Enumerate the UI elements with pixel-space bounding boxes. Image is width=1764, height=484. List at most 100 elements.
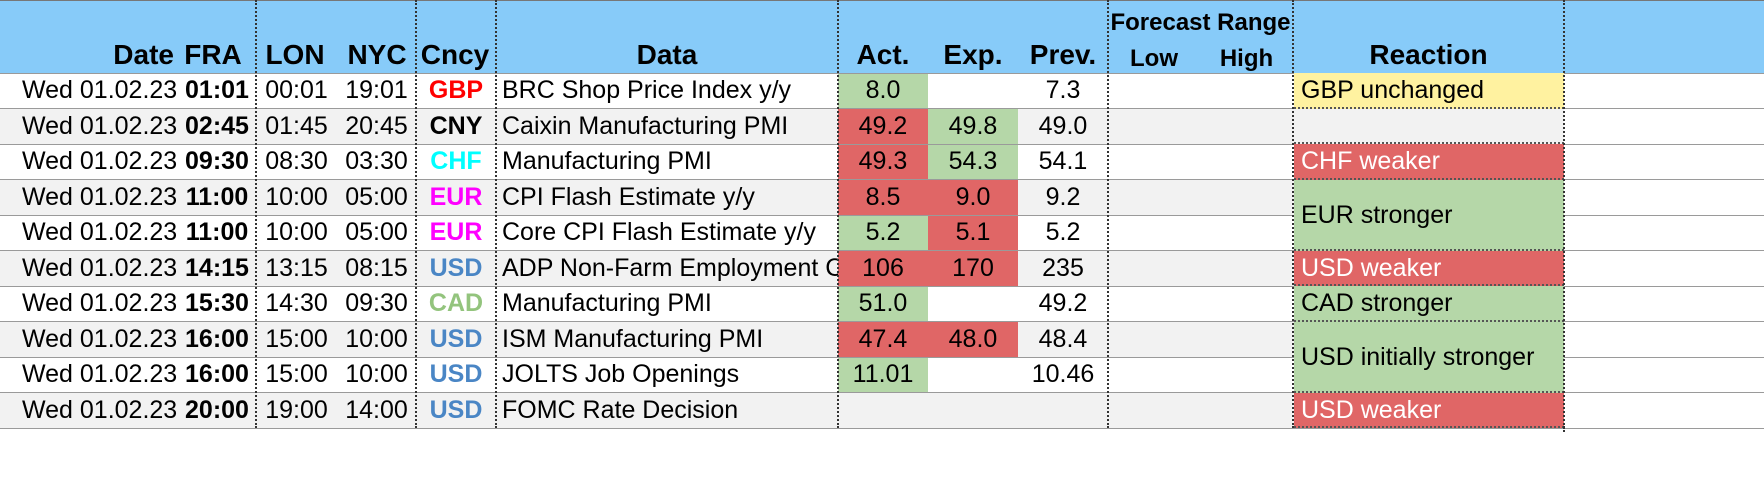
nyc-time-cell: 14:00 <box>345 395 408 424</box>
nyc-time-cell: 08:15 <box>345 253 408 282</box>
forecast-low-cell <box>1108 393 1200 429</box>
forecast-low-cell <box>1108 251 1200 287</box>
row-separator <box>0 321 1764 322</box>
event-name-cell: FOMC Rate Decision <box>502 395 739 424</box>
reaction-label: CHF weaker <box>1301 147 1440 175</box>
lon-time-cell: 15:00 <box>265 360 328 388</box>
fra-time-cell: 16:00 <box>185 360 249 388</box>
exp-cell-fill <box>928 108 1018 144</box>
forecast-low-cell <box>1108 322 1200 358</box>
previous-value-cell: 5.2 <box>1045 218 1081 246</box>
act-cell-fill <box>838 357 928 393</box>
header-date: Date <box>113 40 174 70</box>
nyc-time-cell: 10:00 <box>345 360 408 388</box>
act-cell-fill <box>838 144 928 180</box>
nyc-time-cell: 19:01 <box>345 76 408 104</box>
nyc-time-cell: 03:30 <box>345 147 408 175</box>
fra-time-cell: 09:30 <box>185 147 249 175</box>
previous-value-cell: 54.1 <box>1038 147 1088 175</box>
date-cell: Wed 01.02.23 <box>22 289 178 317</box>
event-name-cell: BRC Shop Price Index y/y <box>502 76 792 104</box>
reaction-label <box>1301 109 1562 145</box>
currency-cell: USD <box>429 395 483 424</box>
header-previous: Prev. <box>1029 40 1097 70</box>
header-cncy: Cncy <box>420 40 490 70</box>
reaction-label: USD weaker <box>1301 253 1442 282</box>
forecast-high-cell <box>1200 322 1293 358</box>
header-lon: LON <box>265 40 325 70</box>
row-separator <box>0 427 1764 429</box>
column-separator <box>255 0 257 428</box>
date-cell: Wed 01.02.23 <box>22 111 178 140</box>
reaction-cell <box>1294 392 1564 428</box>
actual-value-cell: 47.4 <box>858 324 908 353</box>
forecast-high-cell <box>1200 251 1293 287</box>
fra-time-cell: 11:00 <box>185 218 249 246</box>
row-separator <box>0 179 1764 180</box>
act-cell-fill <box>838 321 928 357</box>
currency-cell: USD <box>429 360 483 388</box>
column-separator <box>1292 0 1294 428</box>
forecast-high-cell <box>1200 109 1293 145</box>
exp-cell-fill <box>928 250 1018 286</box>
currency-cell: USD <box>429 253 483 282</box>
act-cell-fill <box>838 286 928 322</box>
actual-value-cell: 106 <box>862 253 904 282</box>
header-actual: Act. <box>856 40 910 70</box>
lon-time-cell: 10:00 <box>265 182 328 211</box>
nyc-time-cell: 10:00 <box>345 324 408 353</box>
header-nyc: NYC <box>347 40 407 70</box>
date-cell: Wed 01.02.23 <box>22 182 178 211</box>
exp-cell-fill <box>928 321 1018 357</box>
forecast-high-cell <box>1200 357 1293 393</box>
event-name-cell: JOLTS Job Openings <box>502 360 740 388</box>
forecast-high-cell <box>1200 286 1293 322</box>
forecast-high-cell <box>1200 144 1293 180</box>
reaction-cell <box>1294 144 1564 180</box>
forecast-low-cell <box>1108 73 1200 109</box>
reaction-label: CAD stronger <box>1301 289 1453 317</box>
row-separator <box>0 392 1764 393</box>
date-cell: Wed 01.02.23 <box>22 360 178 388</box>
header-expected: Exp. <box>943 40 1003 70</box>
column-separator <box>495 0 497 428</box>
nyc-time-cell: 05:00 <box>345 218 408 246</box>
header-low: Low <box>1130 45 1178 72</box>
previous-value-cell: 9.2 <box>1045 182 1081 211</box>
row-separator <box>0 143 1764 145</box>
forecast-low-cell <box>1108 286 1200 322</box>
lon-time-cell: 14:30 <box>265 289 328 317</box>
currency-cell: USD <box>429 324 483 353</box>
header-top-border <box>0 0 1764 1</box>
date-cell: Wed 01.02.23 <box>22 147 178 175</box>
currency-cell: CNY <box>429 111 483 140</box>
forecast-high-cell <box>1200 73 1293 109</box>
expected-value-cell: 48.0 <box>948 324 998 353</box>
act-cell-fill <box>838 250 928 286</box>
lon-time-cell: 10:00 <box>265 218 328 246</box>
fra-time-cell: 14:15 <box>185 253 249 282</box>
fra-time-cell: 20:00 <box>185 395 249 424</box>
event-name-cell: ISM Manufacturing PMI <box>502 324 764 353</box>
previous-value-cell: 10.46 <box>1031 360 1095 388</box>
forecast-high-cell <box>1200 215 1293 251</box>
previous-value-cell <box>1018 393 1108 429</box>
reaction-cell <box>1294 321 1564 393</box>
lon-time-cell: 08:30 <box>265 147 328 175</box>
previous-value-cell: 235 <box>1042 253 1084 282</box>
date-cell: Wed 01.02.23 <box>22 324 178 353</box>
reaction-cell <box>1294 73 1564 109</box>
currency-cell: CHF <box>430 147 482 175</box>
header-data: Data <box>636 40 698 70</box>
actual-value-cell: 8.5 <box>865 182 901 211</box>
reaction-label: EUR stronger <box>1301 200 1453 229</box>
currency-cell: EUR <box>429 182 483 211</box>
header-forecast-range: Forecast Range <box>1110 9 1291 36</box>
fra-time-cell: 11:00 <box>185 182 249 211</box>
previous-value-cell: 49.2 <box>1038 289 1088 317</box>
currency-cell: CAD <box>428 289 484 317</box>
currency-cell: GBP <box>428 76 484 104</box>
row-separator <box>0 250 1764 251</box>
act-cell-fill <box>838 108 928 144</box>
forecast-high-cell <box>1200 393 1293 429</box>
